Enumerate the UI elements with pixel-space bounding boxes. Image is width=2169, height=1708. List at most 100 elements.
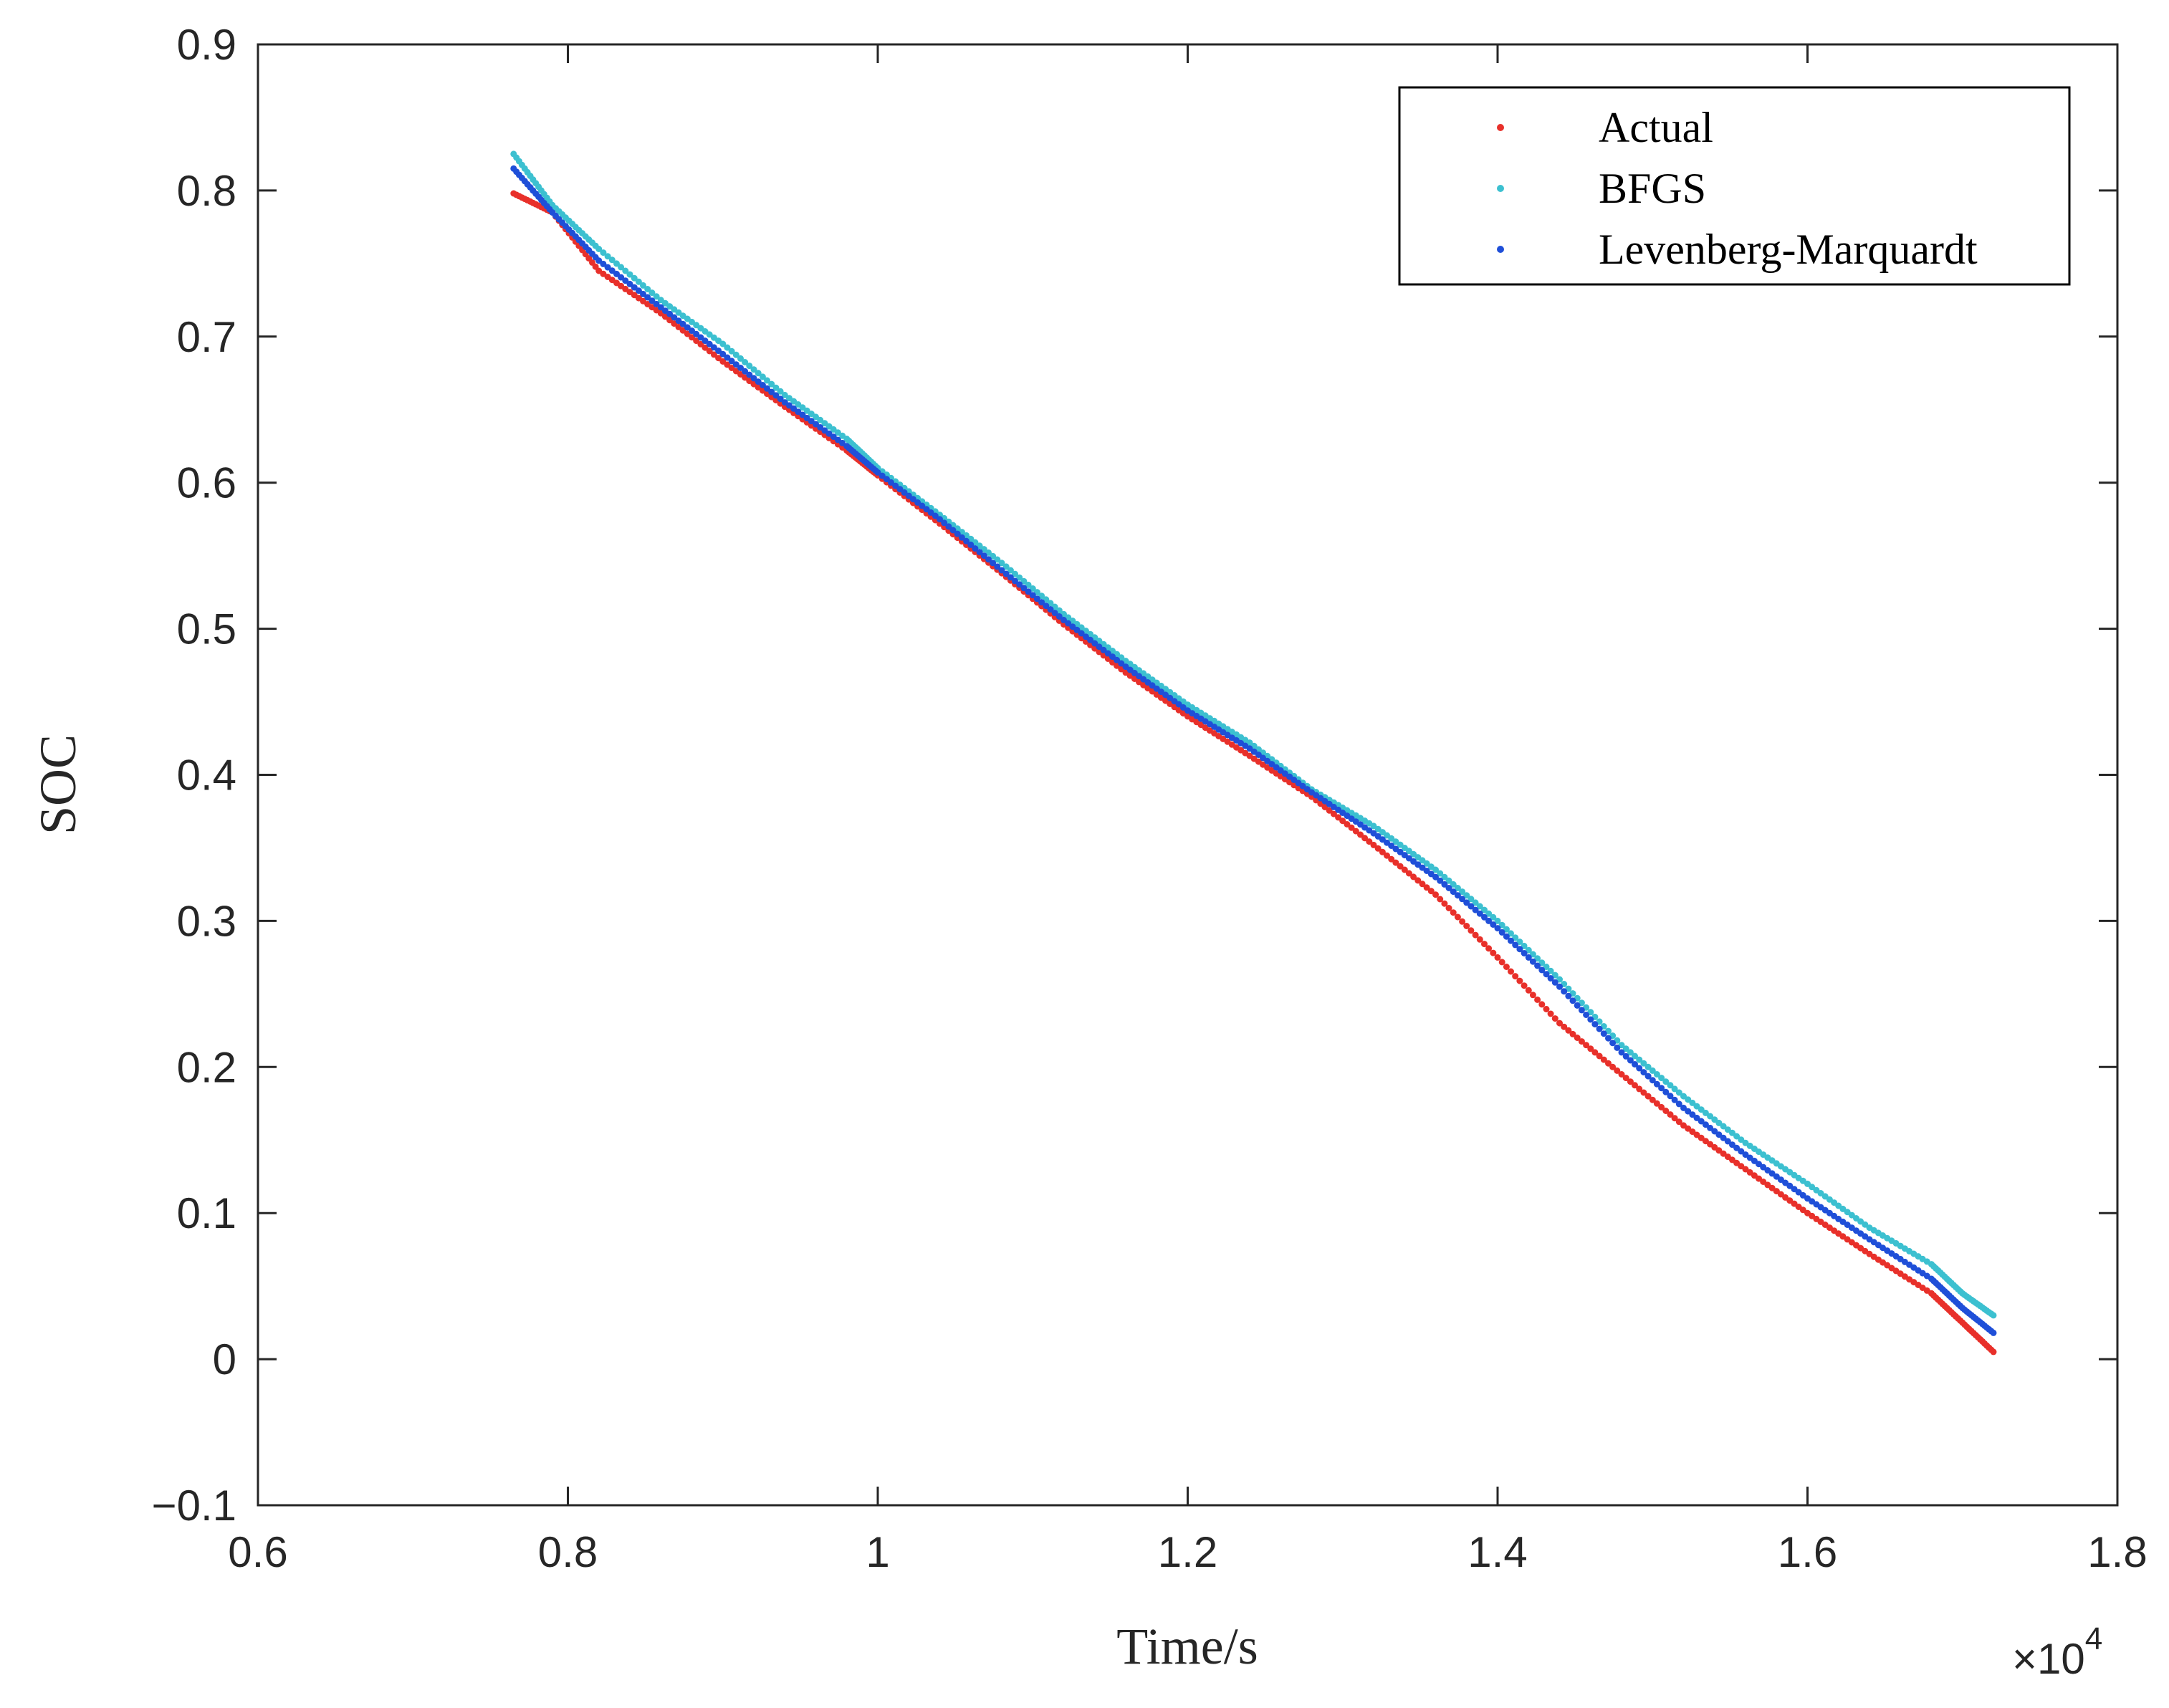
data-point — [1441, 900, 1448, 907]
data-point — [1082, 633, 1089, 640]
data-point — [1078, 630, 1085, 637]
data-point — [1498, 929, 1505, 936]
data-point — [1002, 563, 1010, 570]
series-2 — [510, 165, 1997, 1336]
data-point — [1012, 570, 1018, 577]
data-point — [648, 289, 656, 297]
data-point — [1494, 917, 1501, 924]
data-point — [732, 368, 739, 375]
data-point — [728, 347, 735, 355]
data-point — [1644, 1063, 1652, 1070]
data-point — [1467, 896, 1475, 903]
data-point — [750, 366, 757, 373]
data-point — [746, 371, 753, 378]
data-point — [1379, 848, 1386, 855]
data-point — [1384, 852, 1390, 859]
data-point — [728, 365, 735, 371]
data-point — [1990, 1348, 1997, 1356]
data-point — [1529, 958, 1536, 965]
data-point — [1614, 1044, 1621, 1051]
data-point — [1467, 903, 1475, 910]
data-point — [945, 523, 952, 530]
data-point — [1472, 899, 1479, 906]
data-point — [1481, 941, 1488, 948]
data-point — [909, 496, 916, 503]
data-point — [661, 307, 669, 315]
y-axis-title: SOC — [29, 734, 87, 835]
data-point — [1038, 599, 1045, 606]
data-point — [1649, 1077, 1656, 1084]
data-point — [1490, 949, 1497, 956]
data-point — [1503, 964, 1510, 970]
x-tick-label: 1.2 — [1158, 1528, 1217, 1576]
data-point — [958, 534, 965, 541]
data-point — [1454, 885, 1461, 891]
data-point — [715, 355, 722, 362]
data-point — [892, 482, 899, 489]
data-point — [679, 320, 686, 327]
data-point — [626, 271, 633, 278]
data-point — [1437, 896, 1444, 903]
data-point — [1419, 881, 1426, 888]
data-point — [1649, 1067, 1656, 1074]
data-point — [724, 354, 731, 361]
data-point — [1118, 660, 1125, 667]
data-point — [764, 377, 770, 384]
data-point — [595, 257, 603, 264]
data-point — [777, 395, 784, 403]
data-point — [1561, 988, 1568, 995]
data-point — [1671, 1096, 1678, 1103]
data-point — [1414, 877, 1422, 884]
legend-entries: Actual BFGS Levenberg-Marquardt — [1497, 104, 1978, 273]
data-point — [1410, 873, 1417, 881]
data-point — [595, 246, 603, 252]
data-point — [1374, 845, 1382, 852]
legend-marker — [1497, 246, 1504, 253]
data-point — [1481, 913, 1488, 921]
data-point — [622, 267, 629, 274]
data-point — [1702, 1109, 1709, 1116]
data-point — [1640, 1089, 1647, 1096]
data-point — [1335, 814, 1342, 821]
data-point — [1724, 1138, 1731, 1145]
data-point — [1002, 570, 1010, 577]
data-point — [755, 378, 762, 385]
data-point — [1675, 1089, 1682, 1096]
data-point — [1529, 992, 1536, 999]
data-point — [1069, 623, 1076, 630]
data-point — [1680, 1104, 1687, 1111]
data-point — [1525, 987, 1532, 994]
data-point — [1114, 656, 1121, 663]
data-point — [1600, 1030, 1607, 1037]
data-point — [1733, 1133, 1741, 1140]
data-point — [874, 469, 881, 476]
data-point — [684, 324, 691, 331]
data-point — [1667, 1082, 1674, 1089]
data-point — [1498, 959, 1505, 966]
data-point — [640, 290, 646, 297]
data-point — [1583, 1042, 1590, 1049]
data-point — [1990, 1312, 1997, 1319]
data-point — [644, 286, 651, 292]
data-point — [755, 370, 762, 377]
data-point — [1326, 807, 1333, 814]
data-point — [1481, 906, 1488, 913]
data-point — [1476, 910, 1483, 917]
data-point — [635, 287, 642, 294]
data-point — [1658, 1085, 1665, 1092]
data-point — [1667, 1111, 1674, 1118]
y-tick-label: 0.1 — [177, 1189, 236, 1237]
y-tick-label: 0.4 — [177, 752, 236, 800]
data-point — [715, 347, 722, 355]
data-point — [1609, 1040, 1617, 1047]
data-point — [1494, 954, 1501, 961]
data-point — [1667, 1093, 1674, 1100]
data-point — [1622, 1045, 1629, 1052]
data-point — [689, 327, 695, 335]
data-point — [1675, 1100, 1682, 1108]
data-point — [998, 567, 1005, 574]
data-point — [1503, 933, 1510, 940]
data-point — [1344, 821, 1351, 827]
data-point — [963, 537, 970, 544]
